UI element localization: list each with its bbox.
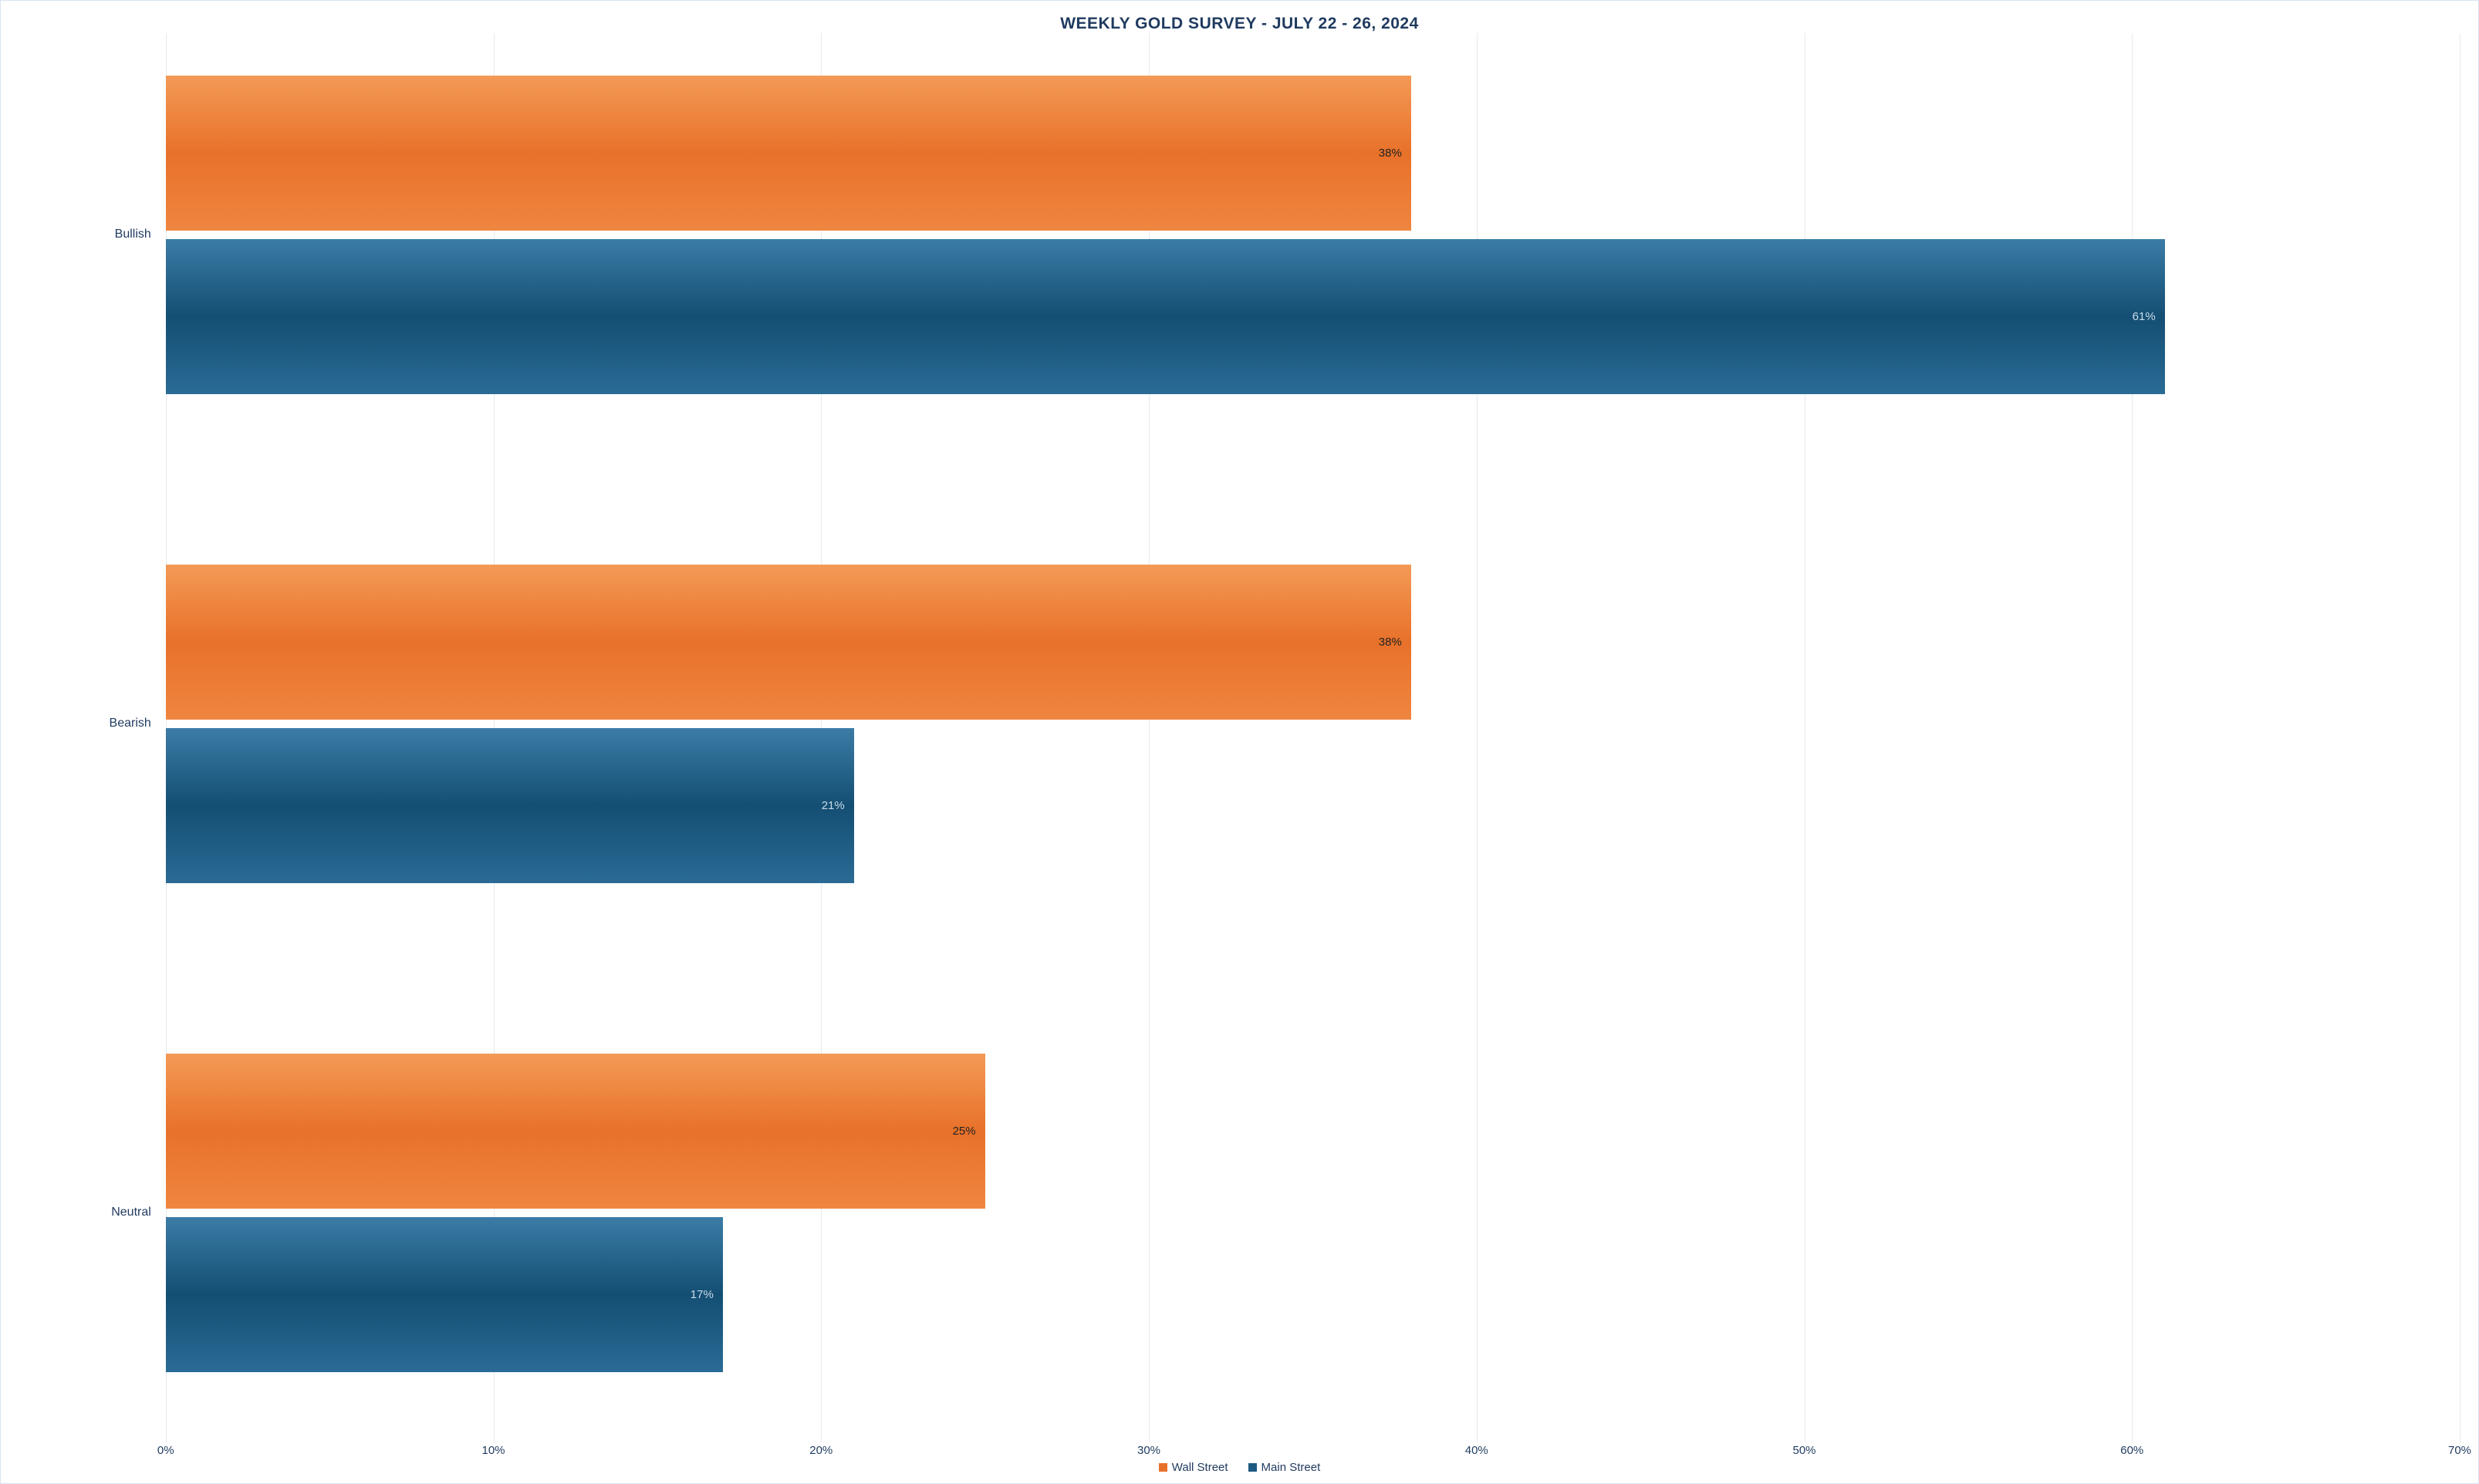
x-axis-tick-label: 20% xyxy=(809,1444,833,1457)
plot-area: Bullish 38% 61% Bearish 38% 21% Neutral 25% 17% xyxy=(19,33,2460,1442)
bar-value-label: 38% xyxy=(1379,636,1402,649)
x-axis-tick-label: 0% xyxy=(157,1444,174,1457)
legend-label: Wall Street xyxy=(1172,1461,1228,1474)
x-axis: 0%10%20%30%40%50%60%70% xyxy=(19,1442,2460,1459)
x-axis-tick-label: 60% xyxy=(2120,1444,2143,1457)
legend: Wall Street Main Street xyxy=(19,1459,2460,1474)
bar: 61% xyxy=(166,239,2165,394)
legend-item: Wall Street xyxy=(1159,1461,1228,1474)
chart-title: WEEKLY GOLD SURVEY - JULY 22 - 26, 2024 xyxy=(19,15,2460,33)
legend-swatch xyxy=(1248,1463,1257,1472)
bar: 21% xyxy=(166,728,854,883)
x-axis-tick-label: 30% xyxy=(1137,1444,1160,1457)
bar-value-label: 38% xyxy=(1379,147,1402,160)
plot-inner: Bullish 38% 61% Bearish 38% 21% Neutral 25% 17% xyxy=(19,33,2460,1442)
x-axis-tick-label: 70% xyxy=(2448,1444,2471,1457)
bar-value-label: 61% xyxy=(2133,310,2156,323)
x-axis-tick-label: 10% xyxy=(482,1444,505,1457)
category-label: Bearish xyxy=(19,717,151,730)
category-label: Neutral xyxy=(19,1206,151,1219)
x-axis-tick-label: 50% xyxy=(1792,1444,1815,1457)
bar: 25% xyxy=(166,1054,985,1209)
bar-value-label: 21% xyxy=(822,799,845,812)
category-label: Bullish xyxy=(19,228,151,241)
bar-value-label: 17% xyxy=(691,1288,714,1301)
bar: 38% xyxy=(166,76,1411,231)
x-axis-tick-label: 40% xyxy=(1465,1444,1488,1457)
legend-swatch xyxy=(1159,1463,1167,1472)
chart-frame: WEEKLY GOLD SURVEY - JULY 22 - 26, 2024 … xyxy=(0,0,2479,1484)
legend-item: Main Street xyxy=(1248,1461,1321,1474)
bar: 38% xyxy=(166,565,1411,720)
bar-value-label: 25% xyxy=(953,1125,976,1138)
bar: 17% xyxy=(166,1217,723,1372)
legend-label: Main Street xyxy=(1261,1461,1321,1474)
